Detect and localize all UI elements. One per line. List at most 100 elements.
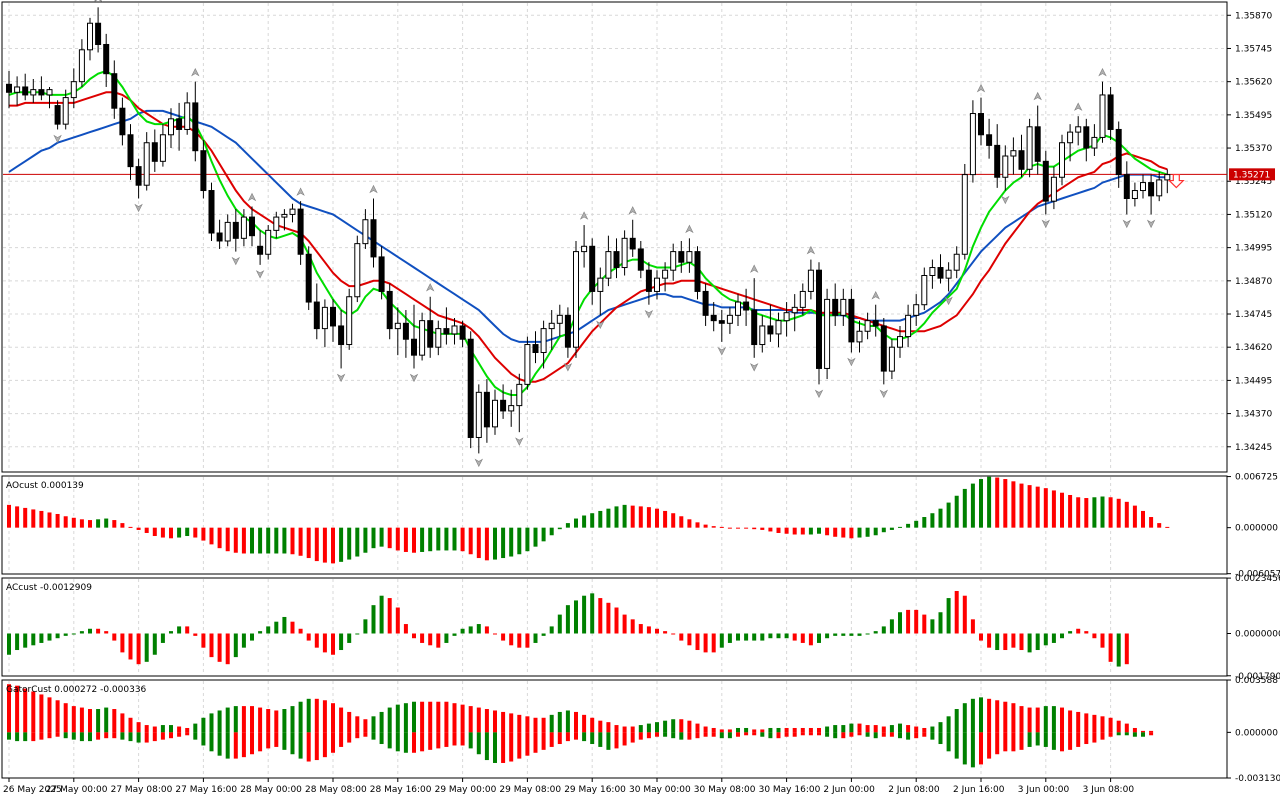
histo-bar-gator-lower — [841, 732, 846, 739]
candle — [62, 89, 69, 130]
candle — [281, 209, 288, 231]
histo-bar-ao — [606, 508, 611, 528]
candle — [678, 240, 685, 273]
candle-body — [573, 251, 579, 348]
candle-body — [62, 97, 69, 125]
candle — [645, 262, 652, 305]
histo-bar-gator-lower — [185, 732, 190, 736]
candle — [402, 310, 409, 358]
candle-body — [362, 219, 369, 245]
histo-bar-gator-lower — [995, 732, 1000, 755]
fractal-down — [749, 363, 759, 372]
candle-body — [30, 89, 37, 96]
fractal-down — [879, 389, 889, 399]
histo-bar-ao — [784, 527, 789, 534]
histo-bar-gator-upper — [663, 720, 668, 733]
histo-bar-ac — [606, 602, 611, 634]
histo-bar-ac — [865, 633, 870, 635]
histo-bar-gator-upper — [865, 725, 870, 733]
candle-body — [1091, 136, 1098, 149]
histo-bar-gator-upper — [906, 725, 911, 733]
candle — [1034, 105, 1041, 175]
candle — [1050, 166, 1057, 210]
histo-bar-ac — [760, 633, 765, 641]
histo-bar-ao — [1157, 523, 1162, 528]
histo-bar-gator-upper — [541, 717, 546, 733]
histo-bar-ac — [574, 600, 578, 634]
histo-bar-gator-upper — [898, 723, 902, 733]
histo-bar-gator-upper — [322, 700, 327, 733]
histo-bar-gator-lower — [549, 732, 554, 747]
candle — [1026, 118, 1033, 178]
histo-bar-ac — [922, 614, 927, 634]
histo-bar-ao — [622, 504, 627, 528]
histo-bar-ac — [298, 628, 303, 634]
candle-body — [87, 22, 93, 51]
histo-bar-ao — [282, 527, 287, 554]
histo-bar-gator-lower — [144, 732, 149, 743]
candle-body — [184, 102, 191, 130]
candle — [305, 246, 312, 311]
histo-bar-gator-lower — [614, 732, 619, 749]
histo-bar-gator-lower — [420, 732, 425, 752]
fractal-down — [409, 373, 419, 383]
candle — [654, 270, 660, 300]
candle — [897, 325, 903, 358]
candle — [953, 246, 960, 279]
histo-bar-ao — [1165, 526, 1170, 528]
histo-bar-ac — [395, 607, 400, 634]
candle-body — [807, 269, 814, 292]
candle-body — [710, 314, 717, 322]
histo-bar-ao — [817, 527, 821, 534]
histo-bar-gator-upper — [355, 716, 360, 733]
candle-body — [1140, 182, 1146, 192]
ind-tick-label: 0.0023456 — [1235, 574, 1280, 584]
candle — [492, 389, 498, 435]
candle — [573, 240, 579, 358]
candle-body — [22, 86, 29, 96]
histo-bar-ao — [274, 527, 279, 554]
histo-bar-gator-lower — [970, 732, 975, 768]
histo-bar-gator-upper — [679, 719, 684, 733]
time-tick-label: 2 Jun 08:00 — [888, 785, 940, 795]
histo-bar-gator-lower — [282, 732, 287, 750]
histo-bar-gator-lower — [128, 732, 133, 742]
time-tick-label: 30 May 16:00 — [759, 785, 821, 795]
fractal-up — [579, 211, 589, 220]
candle-body — [346, 296, 353, 346]
histo-bar-ao — [160, 527, 165, 538]
fractal-up — [976, 83, 986, 93]
histo-bar-gator-lower — [387, 732, 392, 749]
histo-bar-ac — [233, 633, 238, 658]
histo-bar-gator-upper — [590, 717, 595, 733]
histo-bar-gator-upper — [557, 711, 562, 733]
histo-bar-ac — [906, 609, 911, 634]
candle-body — [321, 306, 328, 330]
candle — [127, 124, 134, 180]
fractal-down — [644, 309, 654, 319]
histo-bar-gator-upper — [614, 725, 619, 733]
histo-bar-ao — [646, 507, 651, 528]
candle-body — [726, 314, 733, 324]
candle — [694, 246, 701, 300]
price-tick-label: 1.34995 — [1235, 244, 1272, 254]
histo-bar-gator-lower — [525, 732, 530, 756]
histo-bar-gator-lower — [355, 732, 360, 739]
histo-bar-gator-lower — [412, 732, 416, 753]
histo-bar-ao — [1051, 490, 1056, 528]
fractal-up — [806, 245, 816, 255]
candle-body — [54, 105, 61, 125]
histo-bar-gator-lower — [873, 732, 878, 739]
histo-bar-gator-upper — [306, 698, 311, 733]
candle-body — [961, 174, 968, 255]
histo-bar-ao — [825, 527, 830, 536]
histo-bar-ac — [7, 633, 11, 655]
histo-bar-gator-lower — [922, 732, 927, 737]
histo-bar-ac — [590, 593, 595, 634]
histo-bar-ao — [128, 526, 133, 528]
time-tick-label: 27 May 16:00 — [175, 785, 237, 795]
histo-bar-ac — [655, 628, 659, 634]
histo-bar-ao — [23, 507, 28, 528]
fractal-down — [847, 357, 856, 367]
histo-bar-ac — [825, 633, 830, 639]
